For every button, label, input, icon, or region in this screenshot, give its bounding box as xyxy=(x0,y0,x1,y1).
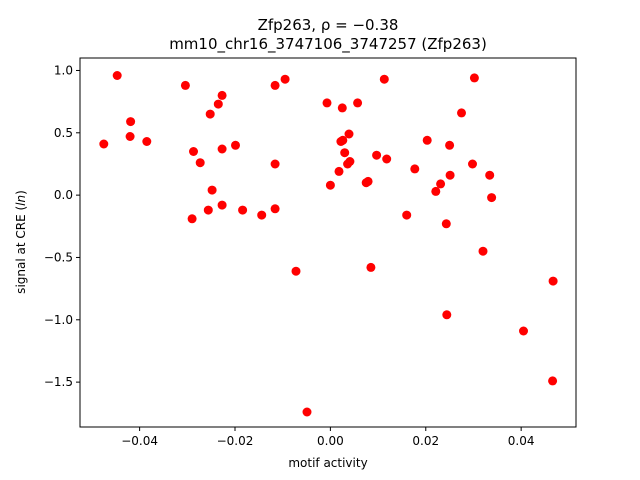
y-axis-label-unit: ln xyxy=(14,195,28,206)
data-point xyxy=(257,210,267,220)
data-point xyxy=(205,109,215,119)
x-tick-label: 0.00 xyxy=(317,434,344,448)
data-point xyxy=(485,170,495,180)
data-point xyxy=(213,99,223,109)
data-point xyxy=(207,185,217,195)
y-tick-label: −1.5 xyxy=(44,375,73,389)
data-point xyxy=(379,74,389,84)
y-axis-ticks: −1.5 −1.0 −0.5 0.0 0.5 1.0 xyxy=(44,63,80,389)
data-point xyxy=(445,140,455,150)
data-point xyxy=(270,159,280,169)
y-tick-label: −0.5 xyxy=(44,250,73,264)
data-point xyxy=(291,266,301,276)
data-point xyxy=(231,140,240,150)
y-axis-label-main: signal at CRE ( xyxy=(14,206,28,294)
data-point xyxy=(340,148,350,158)
data-point xyxy=(345,157,355,166)
data-point xyxy=(125,132,135,141)
data-point xyxy=(126,117,136,127)
data-point xyxy=(334,166,344,176)
y-tick-label: 0.0 xyxy=(54,188,73,202)
data-point xyxy=(436,179,446,189)
x-axis-label: motif activity xyxy=(288,456,367,470)
data-point xyxy=(363,176,373,186)
data-point xyxy=(422,135,432,145)
data-point xyxy=(189,147,198,156)
data-point xyxy=(431,186,441,196)
data-point xyxy=(217,144,227,154)
data-point xyxy=(99,139,109,149)
data-point xyxy=(382,154,392,164)
y-axis-label: signal at CRE (ln) xyxy=(14,190,28,294)
data-point xyxy=(487,193,497,203)
data-point xyxy=(187,214,197,224)
x-tick-label: −0.04 xyxy=(121,434,158,448)
data-point xyxy=(469,73,479,83)
y-tick-label: −1.0 xyxy=(44,313,73,327)
data-point xyxy=(366,262,376,272)
data-point xyxy=(203,205,213,215)
data-point xyxy=(112,71,122,80)
data-point xyxy=(217,200,227,210)
data-point xyxy=(478,246,488,256)
data-point xyxy=(238,205,248,215)
plot-area-frame xyxy=(79,57,577,428)
data-point xyxy=(302,407,312,417)
data-point xyxy=(344,129,354,139)
x-tick-label: 0.04 xyxy=(508,434,535,448)
chart-title-line2: mm10_chr16_3747106_3747257 (Zfp263) xyxy=(169,35,487,54)
data-point xyxy=(548,276,558,286)
data-point xyxy=(519,326,528,336)
x-tick-label: −0.02 xyxy=(217,434,254,448)
data-point xyxy=(410,164,420,174)
y-tick-label: 0.5 xyxy=(54,126,73,140)
data-point xyxy=(353,98,363,108)
chart-title-line1: Zfp263, ρ = −0.38 xyxy=(258,16,399,34)
data-point xyxy=(457,108,466,118)
data-point xyxy=(337,103,347,113)
data-point xyxy=(445,170,455,180)
data-point xyxy=(442,310,452,320)
chart-title: Zfp263, ρ = −0.38 mm10_chr16_3747106_374… xyxy=(169,16,487,54)
data-point xyxy=(180,80,190,90)
data-point xyxy=(441,219,451,229)
y-axis-label-close: ) xyxy=(14,190,28,195)
data-point xyxy=(548,376,558,386)
data-point xyxy=(195,158,205,168)
data-point xyxy=(325,180,335,190)
data-point xyxy=(270,204,280,214)
data-point xyxy=(338,135,348,145)
x-tick-label: 0.02 xyxy=(412,434,439,448)
data-point xyxy=(402,210,412,220)
y-tick-label: 1.0 xyxy=(54,63,73,77)
x-axis-ticks: −0.04 −0.02 0.00 0.02 0.04 xyxy=(121,427,535,448)
data-point xyxy=(322,98,332,108)
data-point xyxy=(280,74,290,84)
data-point xyxy=(372,150,382,160)
data-point xyxy=(217,90,227,100)
data-point xyxy=(468,159,477,169)
data-point xyxy=(142,137,152,146)
data-point xyxy=(270,80,280,90)
data-points xyxy=(99,71,558,417)
